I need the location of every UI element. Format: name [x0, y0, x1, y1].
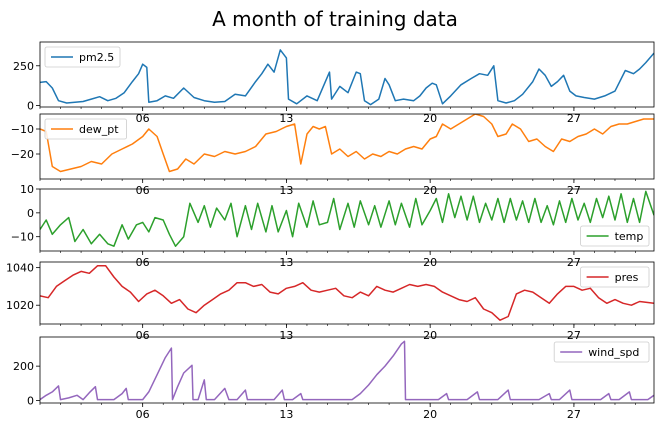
axes-frame — [39, 41, 655, 108]
x-tick-label: 06 — [136, 112, 150, 125]
x-tick-label: 20 — [423, 112, 437, 125]
legend-box — [580, 266, 650, 288]
x-tick-label: 20 — [423, 256, 437, 269]
x-tick-label: 06 — [136, 408, 150, 421]
y-tick-label: 200 — [13, 360, 34, 373]
x-tick-label: 27 — [567, 184, 581, 197]
y-tick-label: 0 — [27, 394, 34, 407]
chart-title: A month of training data — [212, 7, 458, 31]
y-tick-label: 1040 — [6, 262, 34, 275]
legend-wind_spd: wind_spd — [553, 341, 650, 363]
legend-pres: pres — [580, 266, 650, 288]
y-tick-label: −20 — [11, 148, 34, 161]
x-tick-label: 27 — [567, 329, 581, 342]
x-tick-label: 27 — [567, 408, 581, 421]
series-line-pm2.5 — [40, 49, 654, 106]
axes-frame — [39, 336, 655, 404]
x-tick-label: 13 — [279, 329, 293, 342]
legend-box — [44, 46, 121, 68]
chart-panels: 0 250 06 13 20 27 pm2.5 −10 −20 06 13 20 27 dew_pt 10 0… — [6, 41, 655, 421]
series-line-dew_pt — [40, 114, 654, 173]
legend-label: dew_pt — [79, 123, 119, 136]
legend-pm2.5: pm2.5 — [44, 46, 121, 68]
panel-pres: 1040 1020 06 13 20 27 pres — [6, 261, 655, 342]
legend-box — [44, 118, 127, 140]
panel-pm2-5: 0 250 06 13 20 27 pm2.5 — [13, 41, 655, 125]
x-tick-label: 20 — [423, 408, 437, 421]
x-tick-label: 13 — [279, 112, 293, 125]
y-tick-label: 250 — [13, 60, 34, 73]
panel-dew-pt: −10 −20 06 13 20 27 dew_pt — [11, 113, 655, 197]
x-tick-label: 20 — [423, 184, 437, 197]
legend-label: pm2.5 — [79, 51, 114, 64]
x-tick-label: 06 — [136, 184, 150, 197]
y-tick-label: 10 — [20, 183, 34, 196]
y-tick-label: −10 — [11, 123, 34, 136]
y-tick-label: −10 — [11, 231, 34, 244]
legend-label: pres — [615, 271, 639, 284]
panel-wind-spd: 200 0 06 13 20 27 wind_spd — [13, 336, 655, 421]
axes-frame — [39, 261, 655, 325]
x-tick-label: 13 — [279, 408, 293, 421]
panel-temp: 10 0 −10 06 13 20 27 temp — [11, 183, 655, 269]
y-tick-label: 0 — [27, 99, 34, 112]
series-line-wind_spd — [40, 340, 654, 401]
x-tick-label: 27 — [567, 256, 581, 269]
axes-frame — [39, 113, 655, 180]
x-tick-label: 20 — [423, 329, 437, 342]
legend-dew_pt: dew_pt — [44, 118, 127, 140]
x-tick-label: 06 — [136, 256, 150, 269]
legend-label: temp — [615, 230, 644, 243]
x-tick-label: 13 — [279, 184, 293, 197]
x-tick-label: 27 — [567, 112, 581, 125]
series-line-pres — [40, 265, 654, 321]
legend-box — [553, 341, 650, 363]
axes-frame — [39, 188, 655, 252]
y-tick-label: 1020 — [6, 299, 34, 312]
legend-box — [580, 225, 650, 247]
series-line-temp — [40, 190, 654, 247]
x-tick-label: 06 — [136, 329, 150, 342]
legend-label: wind_spd — [588, 346, 639, 359]
legend-temp: temp — [580, 225, 650, 247]
x-tick-label: 13 — [279, 256, 293, 269]
y-tick-label: 0 — [27, 207, 34, 220]
